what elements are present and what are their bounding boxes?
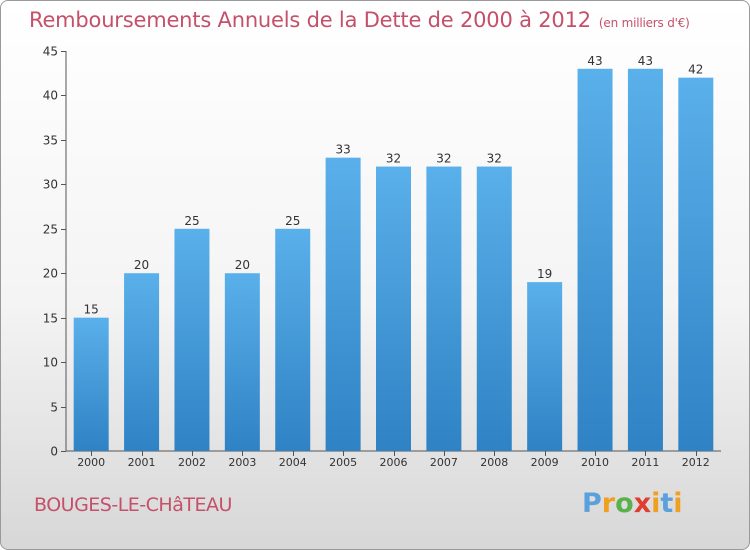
y-tick-label: 30 (43, 178, 58, 192)
chart-title: Remboursements Annuels de la Dette de 20… (29, 8, 690, 32)
bar-value-label: 20 (134, 258, 149, 272)
y-tick-label: 45 (43, 45, 58, 59)
bar-2009 (527, 282, 563, 451)
x-tick-label: 2001 (128, 456, 156, 469)
x-tick-label: 2004 (279, 456, 307, 469)
y-tick-label: 10 (43, 356, 58, 370)
y-tick-label: 40 (43, 89, 58, 103)
logo-letter: i (651, 488, 661, 519)
logo-letter: t (660, 488, 674, 519)
bar-value-label: 42 (688, 63, 703, 77)
x-tick-label: 2010 (581, 456, 609, 469)
bar-value-label: 43 (587, 54, 602, 68)
logo-letter: o (615, 488, 634, 519)
bar-2010 (577, 68, 613, 452)
x-tick-label: 2009 (531, 456, 559, 469)
x-tick-label: 2003 (228, 456, 256, 469)
bar-2004 (275, 228, 311, 451)
y-tick-label: 25 (43, 223, 58, 237)
bar-2000 (73, 317, 109, 451)
bar-value-label: 20 (235, 258, 250, 272)
bar-value-label: 25 (285, 214, 300, 228)
y-tick-label: 15 (43, 312, 58, 326)
logo-letter: P (582, 488, 602, 519)
y-tick-label: 5 (50, 401, 58, 415)
x-tick-label: 2012 (682, 456, 710, 469)
y-tick-label: 35 (43, 134, 58, 148)
logo-letter: x (633, 488, 652, 519)
x-tick-label: 2011 (631, 456, 659, 469)
chart-unit: (en milliers d'€) (598, 16, 690, 30)
bar-value-label: 33 (335, 143, 350, 157)
bar-value-label: 32 (487, 152, 502, 166)
bar-2007 (426, 166, 462, 452)
bar-value-label: 15 (84, 303, 99, 317)
bar-value-label: 43 (638, 54, 653, 68)
bar-value-label: 19 (537, 267, 552, 281)
bar-2006 (376, 166, 411, 452)
bar-2001 (124, 273, 160, 451)
x-tick-label: 2008 (480, 456, 508, 469)
bar-2005 (325, 157, 361, 451)
town-name: BOUGES-LE-CHâTEAU (34, 494, 232, 516)
proxiti-logo: Proxiti (582, 488, 683, 519)
x-tick-label: 2000 (77, 456, 105, 469)
logo-letter: r (601, 488, 616, 519)
bar-value-label: 32 (436, 152, 451, 166)
x-tick-label: 2002 (178, 456, 206, 469)
bar-value-label: 25 (184, 214, 199, 228)
y-tick-label: 0 (50, 445, 58, 459)
logo-letter: i (673, 488, 683, 519)
bar-value-label: 32 (386, 152, 401, 166)
x-tick-label: 2005 (329, 456, 357, 469)
x-tick-label: 2007 (430, 456, 458, 469)
bar-2011 (627, 68, 663, 452)
bar-2008 (476, 166, 512, 452)
bar-2002 (174, 228, 210, 451)
x-tick-label: 2006 (380, 456, 408, 469)
bar-2012 (678, 77, 714, 452)
bar-2003 (224, 273, 260, 451)
chart-title-text: Remboursements Annuels de la Dette de 20… (29, 8, 591, 32)
y-tick-label: 20 (43, 267, 58, 281)
